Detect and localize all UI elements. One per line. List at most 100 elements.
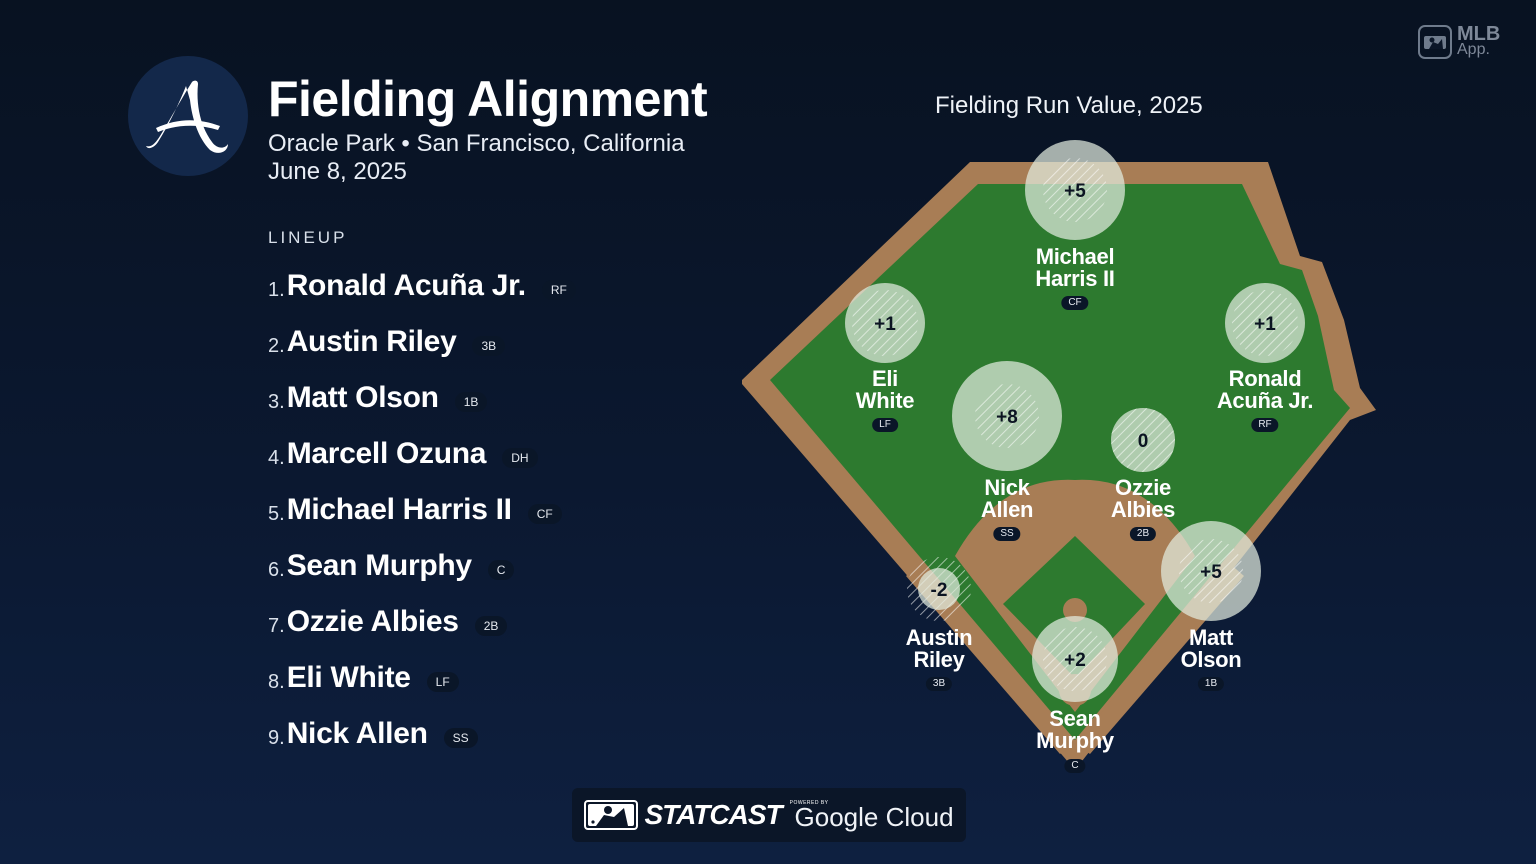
position-badge-cf: CF bbox=[1061, 296, 1089, 310]
player-second-line: Allen bbox=[980, 497, 1034, 522]
player-name: Nick Allen bbox=[286, 717, 428, 750]
mlb-logo-icon bbox=[1418, 25, 1452, 59]
lineup-row: 4. Marcell Ozuna DH bbox=[268, 426, 576, 482]
player-name: Marcell Ozuna bbox=[286, 437, 487, 470]
player-first-line: Nick bbox=[984, 475, 1030, 500]
player-name: Michael Harris II bbox=[286, 493, 512, 526]
marker-1b[interactable]: +5 bbox=[1161, 521, 1261, 621]
marker-rf[interactable]: +1 bbox=[1225, 283, 1305, 363]
marker-ss[interactable]: +8 bbox=[952, 361, 1062, 471]
batting-order: 7. bbox=[268, 614, 285, 637]
field-player-cf: Michael Harris II bbox=[1035, 244, 1115, 291]
mlb-app-logo: MLB App. bbox=[1418, 23, 1501, 59]
position-badge: DH bbox=[502, 448, 538, 468]
powered-by-label: POWERED BY bbox=[789, 800, 829, 806]
player-name: Austin Riley bbox=[286, 325, 457, 358]
position-badge-1b: 1B bbox=[1197, 677, 1225, 691]
position-badge: C bbox=[487, 560, 515, 580]
position-badge-rf: RF bbox=[1251, 418, 1279, 432]
player-second-line: White bbox=[855, 388, 915, 413]
marker-2b[interactable]: 0 bbox=[1111, 408, 1175, 472]
player-name: Sean Murphy bbox=[286, 549, 472, 582]
position-badge: CF bbox=[527, 504, 562, 524]
chart-title: Fielding Run Value, 2025 bbox=[935, 92, 1203, 119]
lineup-row: 6. Sean Murphy C bbox=[268, 538, 576, 594]
marker-value: 0 bbox=[1138, 431, 1149, 452]
player-first-line: Austin bbox=[905, 625, 973, 650]
marker-3b[interactable]: -2 bbox=[907, 557, 971, 621]
position-badge: 3B bbox=[472, 336, 506, 356]
batting-order: 9. bbox=[268, 726, 285, 749]
player-second-line: Albies bbox=[1110, 497, 1176, 522]
player-first-line: Eli bbox=[871, 366, 898, 391]
player-second-line: Acuña Jr. bbox=[1216, 388, 1314, 413]
marker-value: +2 bbox=[1064, 650, 1086, 671]
marker-value: +8 bbox=[996, 407, 1018, 428]
player-name: Ozzie Albies bbox=[286, 605, 459, 638]
player-first-line: Michael bbox=[1035, 244, 1115, 269]
field-player-1b: Matt Olson bbox=[1181, 627, 1242, 671]
position-badge-3b: 3B bbox=[925, 677, 953, 691]
position-badge: RF bbox=[541, 280, 576, 300]
mlb-app-line2: App. bbox=[1457, 41, 1490, 58]
player-second-line: Riley bbox=[913, 647, 965, 672]
venue: Oracle Park • San Francisco, California bbox=[268, 130, 685, 157]
player-name: Ronald Acuña Jr. bbox=[286, 269, 526, 302]
field-player-2b: Ozzie Albies bbox=[1110, 475, 1176, 522]
batting-order: 4. bbox=[268, 446, 285, 469]
lineup-heading: LINEUP bbox=[268, 228, 348, 247]
statcast-wordmark: STATCAST bbox=[644, 799, 782, 830]
field-player-lf: Eli White bbox=[855, 366, 915, 413]
position-badge: 1B bbox=[454, 392, 488, 412]
batting-order: 2. bbox=[268, 334, 285, 357]
player-name: Matt Olson bbox=[286, 381, 439, 414]
field-player-ss: Nick Allen bbox=[980, 475, 1034, 522]
braves-a-logo-icon bbox=[146, 80, 228, 153]
field-player-rf: Ronald Acuña Jr. bbox=[1216, 366, 1314, 413]
lineup-row: 9. Nick Allen SS bbox=[268, 706, 576, 762]
lineup-row: 8. Eli White LF bbox=[268, 650, 576, 706]
position-badge: 2B bbox=[474, 616, 508, 636]
lineup-row: 3. Matt Olson 1B bbox=[268, 370, 576, 426]
player-first-line: Ozzie bbox=[1115, 475, 1171, 500]
marker-value: -2 bbox=[931, 580, 948, 601]
marker-value: +1 bbox=[1254, 314, 1276, 335]
batting-order: 3. bbox=[268, 390, 285, 413]
player-second-line: Harris II bbox=[1035, 266, 1115, 291]
lineup-row: 7. Ozzie Albies 2B bbox=[268, 594, 576, 650]
position-badge: LF bbox=[426, 672, 459, 692]
team-logo bbox=[128, 56, 248, 176]
statcast-footer-logo: STATCAST POWERED BY Google Cloud bbox=[572, 788, 966, 842]
pitchers-mound bbox=[1063, 598, 1087, 622]
player-second-line: Olson bbox=[1180, 647, 1242, 672]
marker-value: +1 bbox=[874, 314, 896, 335]
player-name: Eli White bbox=[286, 661, 411, 694]
player-second-line: Murphy bbox=[1036, 728, 1114, 753]
lineup-row: 1. Ronald Acuña Jr. RF bbox=[268, 258, 576, 314]
game-date: June 8, 2025 bbox=[268, 158, 407, 185]
player-first-line: Sean bbox=[1049, 706, 1101, 731]
batting-order: 5. bbox=[268, 502, 285, 525]
marker-cf[interactable]: +5 bbox=[1025, 140, 1125, 240]
lineup-row: 5. Michael Harris II CF bbox=[268, 482, 576, 538]
player-first-line: Ronald bbox=[1228, 366, 1302, 391]
player-first-line: Matt bbox=[1188, 625, 1233, 650]
mlb-logo-icon bbox=[584, 800, 639, 830]
marker-c[interactable]: +2 bbox=[1032, 616, 1118, 702]
position-badge-ss: SS bbox=[993, 527, 1021, 541]
field-player-c: Sean Murphy bbox=[1036, 708, 1114, 752]
marker-value: +5 bbox=[1064, 181, 1086, 202]
mlb-app-line1: MLB bbox=[1457, 23, 1501, 45]
marker-lf[interactable]: +1 bbox=[845, 283, 925, 363]
batting-order: 6. bbox=[268, 558, 285, 581]
batting-order: 1. bbox=[268, 278, 285, 301]
google-cloud-wordmark: Google Cloud bbox=[794, 801, 954, 832]
lineup-row: 2. Austin Riley 3B bbox=[268, 314, 576, 370]
position-badge-c: C bbox=[1064, 759, 1086, 773]
position-badge-2b: 2B bbox=[1129, 527, 1157, 541]
marker-value: +5 bbox=[1200, 562, 1222, 583]
page-title: Fielding Alignment bbox=[268, 71, 708, 127]
batting-order: 8. bbox=[268, 670, 285, 693]
position-badge-lf: LF bbox=[872, 418, 898, 432]
